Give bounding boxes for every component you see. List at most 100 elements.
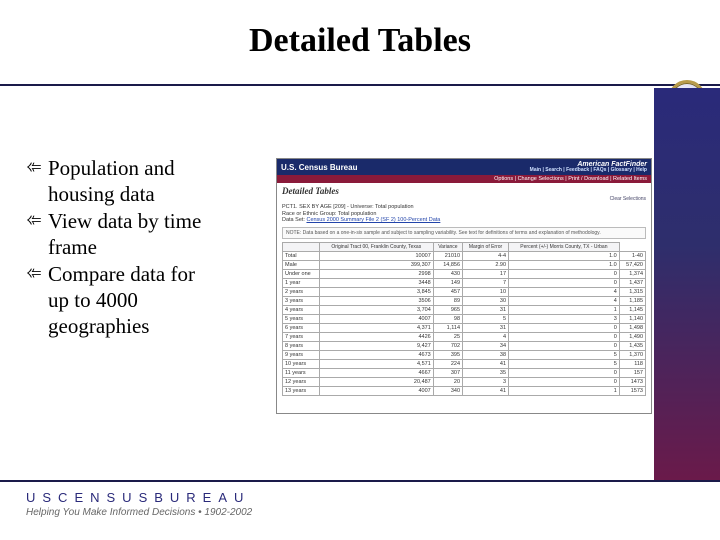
table-cell: 14,856 — [433, 260, 462, 269]
table-cell: Total — [283, 251, 320, 260]
table-cell: 702 — [433, 341, 462, 350]
bullet-item: Population and housing data — [26, 156, 270, 207]
table-row: 13 years40073404111573 — [283, 386, 646, 395]
table-cell: 20 — [433, 377, 462, 386]
screenshot-header: U.S. Census Bureau American FactFinder M… — [277, 159, 651, 175]
table-row: Male399,30714,8562.901.057,420 — [283, 260, 646, 269]
slide-title: Detailed Tables — [0, 22, 720, 60]
detailed-tables-label: Detailed Tables — [277, 183, 651, 196]
table-cell: 0 — [509, 323, 620, 332]
table-cell: 4673 — [319, 350, 433, 359]
table-cell: 1,490 — [619, 332, 645, 341]
table-row: 5 years400798531,140 — [283, 314, 646, 323]
table-cell: 457 — [433, 287, 462, 296]
table-header-cell: Margin of Error — [463, 242, 509, 251]
table-cell: 4,571 — [319, 359, 433, 368]
table-cell: 7 — [463, 278, 509, 287]
table-cell: 10 — [463, 287, 509, 296]
meta-line: Data Set: Census 2000 Summary File 2 (SF… — [282, 217, 646, 224]
bullet-text: Compare data for — [48, 262, 195, 286]
table-cell: 13 years — [283, 386, 320, 395]
table-cell: 5 — [509, 359, 620, 368]
table-row: 8 years9,4277023401,435 — [283, 341, 646, 350]
bullet-item: Compare data for up to 4000 geographies — [26, 262, 270, 339]
table-row: 10 years4,571224415118 — [283, 359, 646, 368]
table-cell: 7 years — [283, 332, 320, 341]
table-row: 6 years4,3711,1143101,498 — [283, 323, 646, 332]
table-cell: 399,307 — [319, 260, 433, 269]
aff-links: Main | Search | Feedback | FAQs | Glossa… — [530, 168, 647, 173]
table-cell: 0 — [509, 368, 620, 377]
table-cell: 31 — [463, 305, 509, 314]
table-cell: 1,374 — [619, 269, 645, 278]
clear-selections-link: Clear Selections — [277, 196, 651, 204]
table-cell: 965 — [433, 305, 462, 314]
table-header-cell: Variance — [433, 242, 462, 251]
table-cell: 1,370 — [619, 350, 645, 359]
bullet-text: Population and — [48, 156, 175, 180]
table-cell: 4007 — [319, 386, 433, 395]
table-cell: 38 — [463, 350, 509, 359]
table-cell: 4 years — [283, 305, 320, 314]
table-cell: 1,140 — [619, 314, 645, 323]
table-cell: 57,420 — [619, 260, 645, 269]
table-row: 1 year3448149701,437 — [283, 278, 646, 287]
table-cell: 3,704 — [319, 305, 433, 314]
table-cell: 9 years — [283, 350, 320, 359]
table-cell: 4426 — [319, 332, 433, 341]
footer-brand: USCENSUSBUREAU — [26, 490, 252, 505]
table-cell: 4 — [509, 296, 620, 305]
table-row: 3 years3506893041,185 — [283, 296, 646, 305]
table-row: 7 years442625401,490 — [283, 332, 646, 341]
table-cell: 5 years — [283, 314, 320, 323]
table-cell: 35 — [463, 368, 509, 377]
table-cell: 1.0 — [509, 251, 620, 260]
table-cell: 30 — [463, 296, 509, 305]
agency-name: U.S. Census Bureau — [281, 163, 357, 172]
table-cell: 10 years — [283, 359, 320, 368]
table-cell: 1473 — [619, 377, 645, 386]
table-cell: 5 — [463, 314, 509, 323]
table-cell: 3 — [463, 377, 509, 386]
table-cell: 31 — [463, 323, 509, 332]
table-note: NOTE: Data based on a one-in-six sample … — [282, 227, 646, 239]
table-cell: 8 years — [283, 341, 320, 350]
table-row: 11 years4667307350157 — [283, 368, 646, 377]
table-cell: 1,185 — [619, 296, 645, 305]
table-metadata: PCT1. SEX BY AGE [209] - Universe: Total… — [277, 204, 651, 224]
table-cell: 12 years — [283, 377, 320, 386]
meta-line: PCT1. SEX BY AGE [209] - Universe: Total… — [282, 204, 646, 211]
table-cell: 1,437 — [619, 278, 645, 287]
table-cell: 21010 — [433, 251, 462, 260]
divider-line — [0, 480, 720, 482]
data-table: Original Tract 00, Franklin County, Texa… — [282, 242, 646, 396]
table-cell: 0 — [509, 341, 620, 350]
table-cell: 1,145 — [619, 305, 645, 314]
table-row: Under one29984301701,374 — [283, 269, 646, 278]
embedded-screenshot: U.S. Census Bureau American FactFinder M… — [276, 158, 652, 414]
table-cell: 118 — [619, 359, 645, 368]
table-cell: 25 — [433, 332, 462, 341]
table-cell: 1573 — [619, 386, 645, 395]
bullet-text: frame — [48, 235, 270, 261]
table-cell: 20,487 — [319, 377, 433, 386]
table-cell: 4 — [463, 332, 509, 341]
table-cell: 1,435 — [619, 341, 645, 350]
table-cell: 1,498 — [619, 323, 645, 332]
table-cell: 1,114 — [433, 323, 462, 332]
factfinder-brand: American FactFinder Main | Search | Feed… — [530, 161, 647, 173]
table-row: 4 years3,7049653111,145 — [283, 305, 646, 314]
footer: USCENSUSBUREAU Helping You Make Informed… — [26, 490, 252, 518]
table-cell: 0 — [509, 278, 620, 287]
table-cell: 98 — [433, 314, 462, 323]
table-cell: 1 — [509, 386, 620, 395]
table-cell: 89 — [433, 296, 462, 305]
table-cell: 1 — [509, 305, 620, 314]
table-row: 9 years46733953851,370 — [283, 350, 646, 359]
table-cell: 157 — [619, 368, 645, 377]
bullet-text: housing data — [48, 182, 270, 208]
table-cell: 395 — [433, 350, 462, 359]
table-row: Total10007210104-41.01-40 — [283, 251, 646, 260]
title-region: Detailed Tables — [0, 0, 720, 86]
table-cell: 11 years — [283, 368, 320, 377]
